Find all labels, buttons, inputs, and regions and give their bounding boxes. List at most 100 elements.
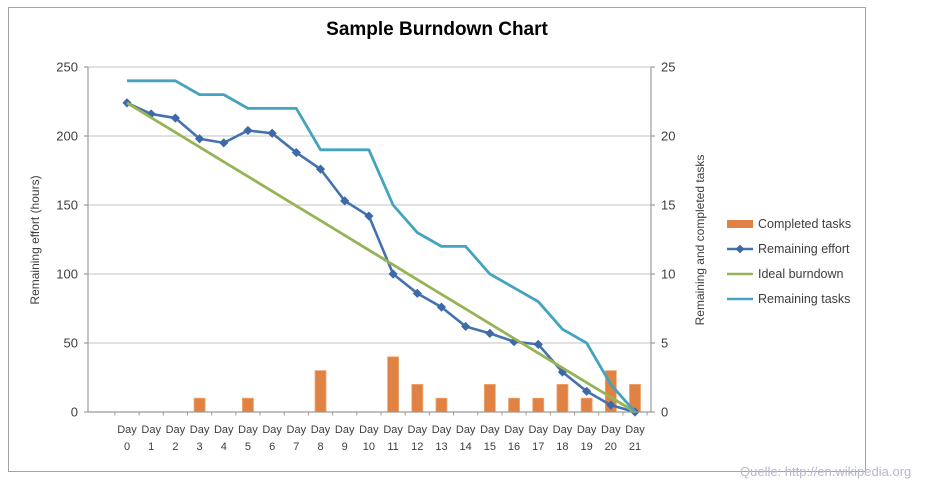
x-label-number: 19 [580, 441, 592, 453]
x-label-word: Day [141, 424, 161, 436]
legend-label: Remaining tasks [758, 291, 851, 306]
x-label-number: 21 [629, 441, 641, 453]
x-label-word: Day [577, 424, 597, 436]
left-axis-tick-label: 100 [56, 267, 78, 282]
x-label-number: 7 [293, 441, 299, 453]
remaining-effort-marker [340, 196, 350, 206]
left-axis-title: Remaining effort (hours) [28, 175, 42, 305]
remaining-effort-marker [557, 367, 568, 377]
x-label-number: 8 [317, 441, 323, 453]
bar-swatch-icon [727, 217, 753, 231]
bar-completed-tasks [411, 383, 424, 413]
remaining-effort-line [126, 101, 636, 414]
x-label-number: 12 [411, 441, 423, 453]
x-label-number: 15 [484, 441, 496, 453]
legend-label: Ideal burndown [758, 266, 844, 281]
remaining-effort-marker [194, 134, 205, 144]
left-axis-tick-label: 50 [64, 336, 78, 351]
remaining-effort-marker [461, 321, 471, 332]
x-label-word: Day [311, 424, 331, 436]
right-axis-tick-label: 25 [661, 60, 675, 75]
x-label-word: Day [166, 424, 186, 436]
line-swatch-icon [727, 292, 753, 306]
remaining-effort-marker [533, 339, 543, 349]
x-label-number: 9 [342, 441, 348, 453]
remaining-effort-marker [509, 337, 519, 347]
x-label-word: Day [287, 424, 307, 436]
right-axis-tick-label: 10 [661, 267, 675, 282]
x-label-word: Day [408, 424, 428, 436]
chart-frame [8, 7, 866, 472]
x-label-word: Day [432, 424, 452, 436]
bar-completed-tasks [435, 397, 448, 413]
bar-completed-tasks [508, 397, 520, 413]
x-label-word: Day [383, 424, 403, 436]
left-axis-tick-label: 200 [56, 129, 78, 144]
remaining-effort-marker [485, 328, 495, 338]
bar-completed-tasks [580, 397, 593, 413]
right-axis-title: Remaining and completed tasks [693, 154, 707, 326]
x-label-word: Day [625, 424, 645, 436]
x-label-word: Day [504, 424, 524, 436]
x-label-word: Day [480, 424, 500, 436]
legend-item-ideal-burndown: Ideal burndown [727, 261, 851, 286]
x-label-number: 0 [124, 441, 130, 453]
right-axis-tick-label: 15 [661, 198, 675, 213]
remaining-effort-marker [582, 386, 592, 396]
source-note: Quelle: http://en.wikipedia.org [740, 464, 912, 479]
x-label-number: 18 [556, 441, 568, 453]
legend-label: Completed tasks [758, 216, 852, 231]
remaining-effort-marker [146, 109, 156, 119]
bar-completed-tasks [387, 356, 399, 413]
remaining-tasks-line [127, 79, 637, 413]
x-label-word: Day [262, 424, 282, 436]
remaining-effort-marker [436, 302, 447, 312]
remaining-effort-marker [606, 400, 616, 410]
remaining-effort-marker [291, 147, 301, 158]
x-label-word: Day [238, 424, 258, 436]
x-label-number: 16 [508, 441, 520, 453]
bar-completed-tasks [314, 370, 327, 413]
x-label-number: 17 [532, 441, 544, 453]
bar-completed-tasks [532, 397, 545, 413]
x-label-word: Day [214, 424, 234, 436]
legend-item-remaining-tasks: Remaining tasks [727, 286, 851, 311]
x-label-number: 20 [605, 441, 617, 453]
x-label-number: 14 [460, 441, 472, 453]
line-diamond-swatch-icon [727, 242, 753, 256]
x-label-word: Day [601, 424, 621, 436]
remaining-effort-marker [364, 211, 374, 221]
x-label-number: 11 [387, 441, 398, 453]
remaining-effort-marker [219, 138, 229, 148]
x-label-word: Day [335, 424, 355, 436]
right-axis-tick-label: 5 [661, 336, 668, 351]
bar-completed-tasks [193, 397, 206, 413]
chart-title: Sample Burndown Chart [326, 19, 548, 40]
ideal-burndown-line [126, 101, 636, 414]
right-axis-tick-label: 0 [661, 405, 668, 420]
x-label-word: Day [553, 424, 573, 436]
right-axis-tick-label: 20 [661, 129, 675, 144]
x-label-word: Day [117, 424, 137, 436]
x-label-number: 10 [363, 441, 375, 453]
remaining-effort-marker [243, 125, 253, 136]
x-label-number: 6 [269, 441, 275, 453]
remaining-effort-marker [315, 164, 326, 174]
left-axis-tick-label: 0 [71, 405, 78, 420]
x-label-number: 1 [148, 441, 154, 453]
legend-item-remaining-effort: Remaining effort [727, 236, 851, 261]
left-axis-tick-label: 150 [56, 198, 78, 213]
remaining-effort-marker [388, 269, 398, 279]
x-label-word: Day [456, 424, 476, 436]
legend-label: Remaining effort [758, 241, 850, 256]
bar-completed-tasks [242, 397, 254, 413]
x-label-number: 2 [172, 441, 178, 453]
x-label-word: Day [528, 424, 548, 436]
line-swatch-icon [727, 267, 753, 281]
x-label-word: Day [359, 424, 379, 436]
remaining-effort-marker [170, 113, 180, 123]
x-label-number: 5 [245, 441, 251, 453]
bar-completed-tasks [556, 383, 569, 413]
